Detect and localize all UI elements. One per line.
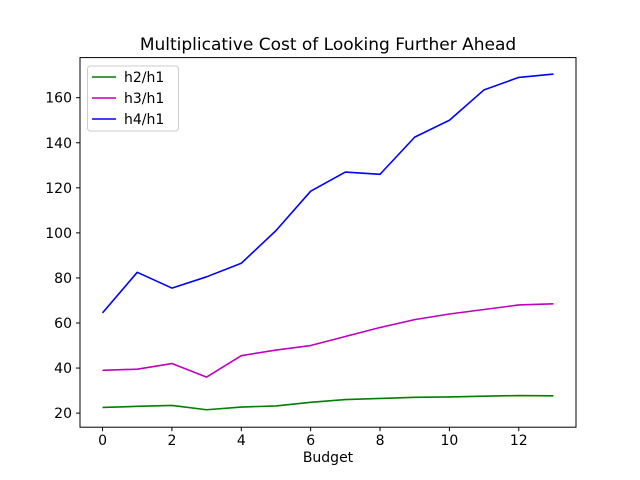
chart-title: Multiplicative Cost of Looking Further A… (140, 35, 516, 55)
x-tick-label: 10 (440, 433, 458, 449)
x-axis-label: Budget (303, 450, 354, 466)
legend-label: h4/h1 (124, 112, 164, 128)
y-tick-label: 20 (54, 406, 72, 422)
x-tick-label: 4 (237, 433, 246, 449)
y-tick-label: 160 (45, 91, 72, 107)
x-tick-label: 2 (167, 433, 176, 449)
y-tick-label: 40 (54, 361, 72, 377)
y-tick-label: 140 (45, 136, 72, 152)
y-tick-label: 80 (54, 271, 72, 287)
x-tick-label: 12 (510, 433, 528, 449)
y-tick-label: 100 (45, 226, 72, 242)
series-line-h4-h1 (101, 73, 554, 314)
x-tick-label: 0 (98, 433, 107, 449)
plot-area: 0 2 4 6 8 10 12 20 40 60 80 100 120 140 160 h2/h1 h3/h1 h… (45, 57, 577, 449)
x-tick-label: 6 (306, 433, 315, 449)
plot-border (79, 57, 577, 428)
legend-label: h3/h1 (124, 91, 164, 107)
series-line-h3-h1 (102, 303, 554, 378)
y-tick-label: 120 (45, 181, 72, 197)
y-tick-label: 60 (54, 316, 72, 332)
x-tick-label: 8 (376, 433, 385, 449)
legend-box (87, 65, 179, 132)
series-line-h2-h1 (102, 394, 554, 411)
legend-label: h2/h1 (124, 70, 164, 86)
